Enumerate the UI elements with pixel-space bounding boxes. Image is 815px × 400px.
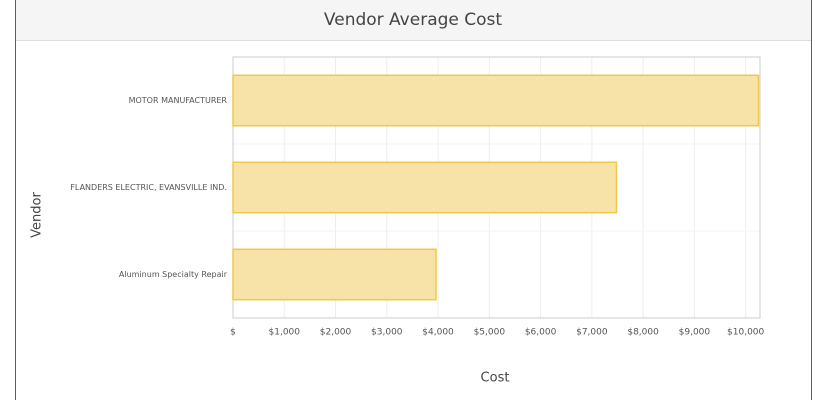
x-tick-label: $4,000	[422, 328, 454, 338]
y-tick-label: FLANDERS ELECTRIC, EVANSVILLE IND.	[70, 183, 227, 192]
y-tick-label: Aluminum Specialty Repair	[119, 270, 228, 279]
x-tick-label: $9,000	[679, 328, 711, 338]
y-axis-label: Vendor	[30, 192, 45, 238]
x-tick-label: $8,000	[627, 328, 659, 338]
chart-title: Vendor Average Cost	[324, 10, 502, 30]
x-tick-label: $7,000	[576, 328, 608, 338]
y-tick-label: MOTOR MANUFACTURER	[129, 96, 228, 105]
header	[15, 0, 812, 40]
x-tick-label: $5,000	[474, 328, 506, 338]
bar	[232, 161, 618, 214]
x-axis-label: Cost	[481, 371, 510, 386]
x-tick-label: $6,000	[525, 328, 557, 338]
x-tick-label: $10,000	[727, 328, 764, 338]
x-tick-label: $3,000	[371, 328, 403, 338]
x-tick-label: $2,000	[320, 328, 352, 338]
x-tick-label: $	[230, 328, 236, 338]
bar	[232, 248, 437, 301]
bar	[232, 74, 760, 127]
x-tick-label: $1,000	[269, 328, 301, 338]
